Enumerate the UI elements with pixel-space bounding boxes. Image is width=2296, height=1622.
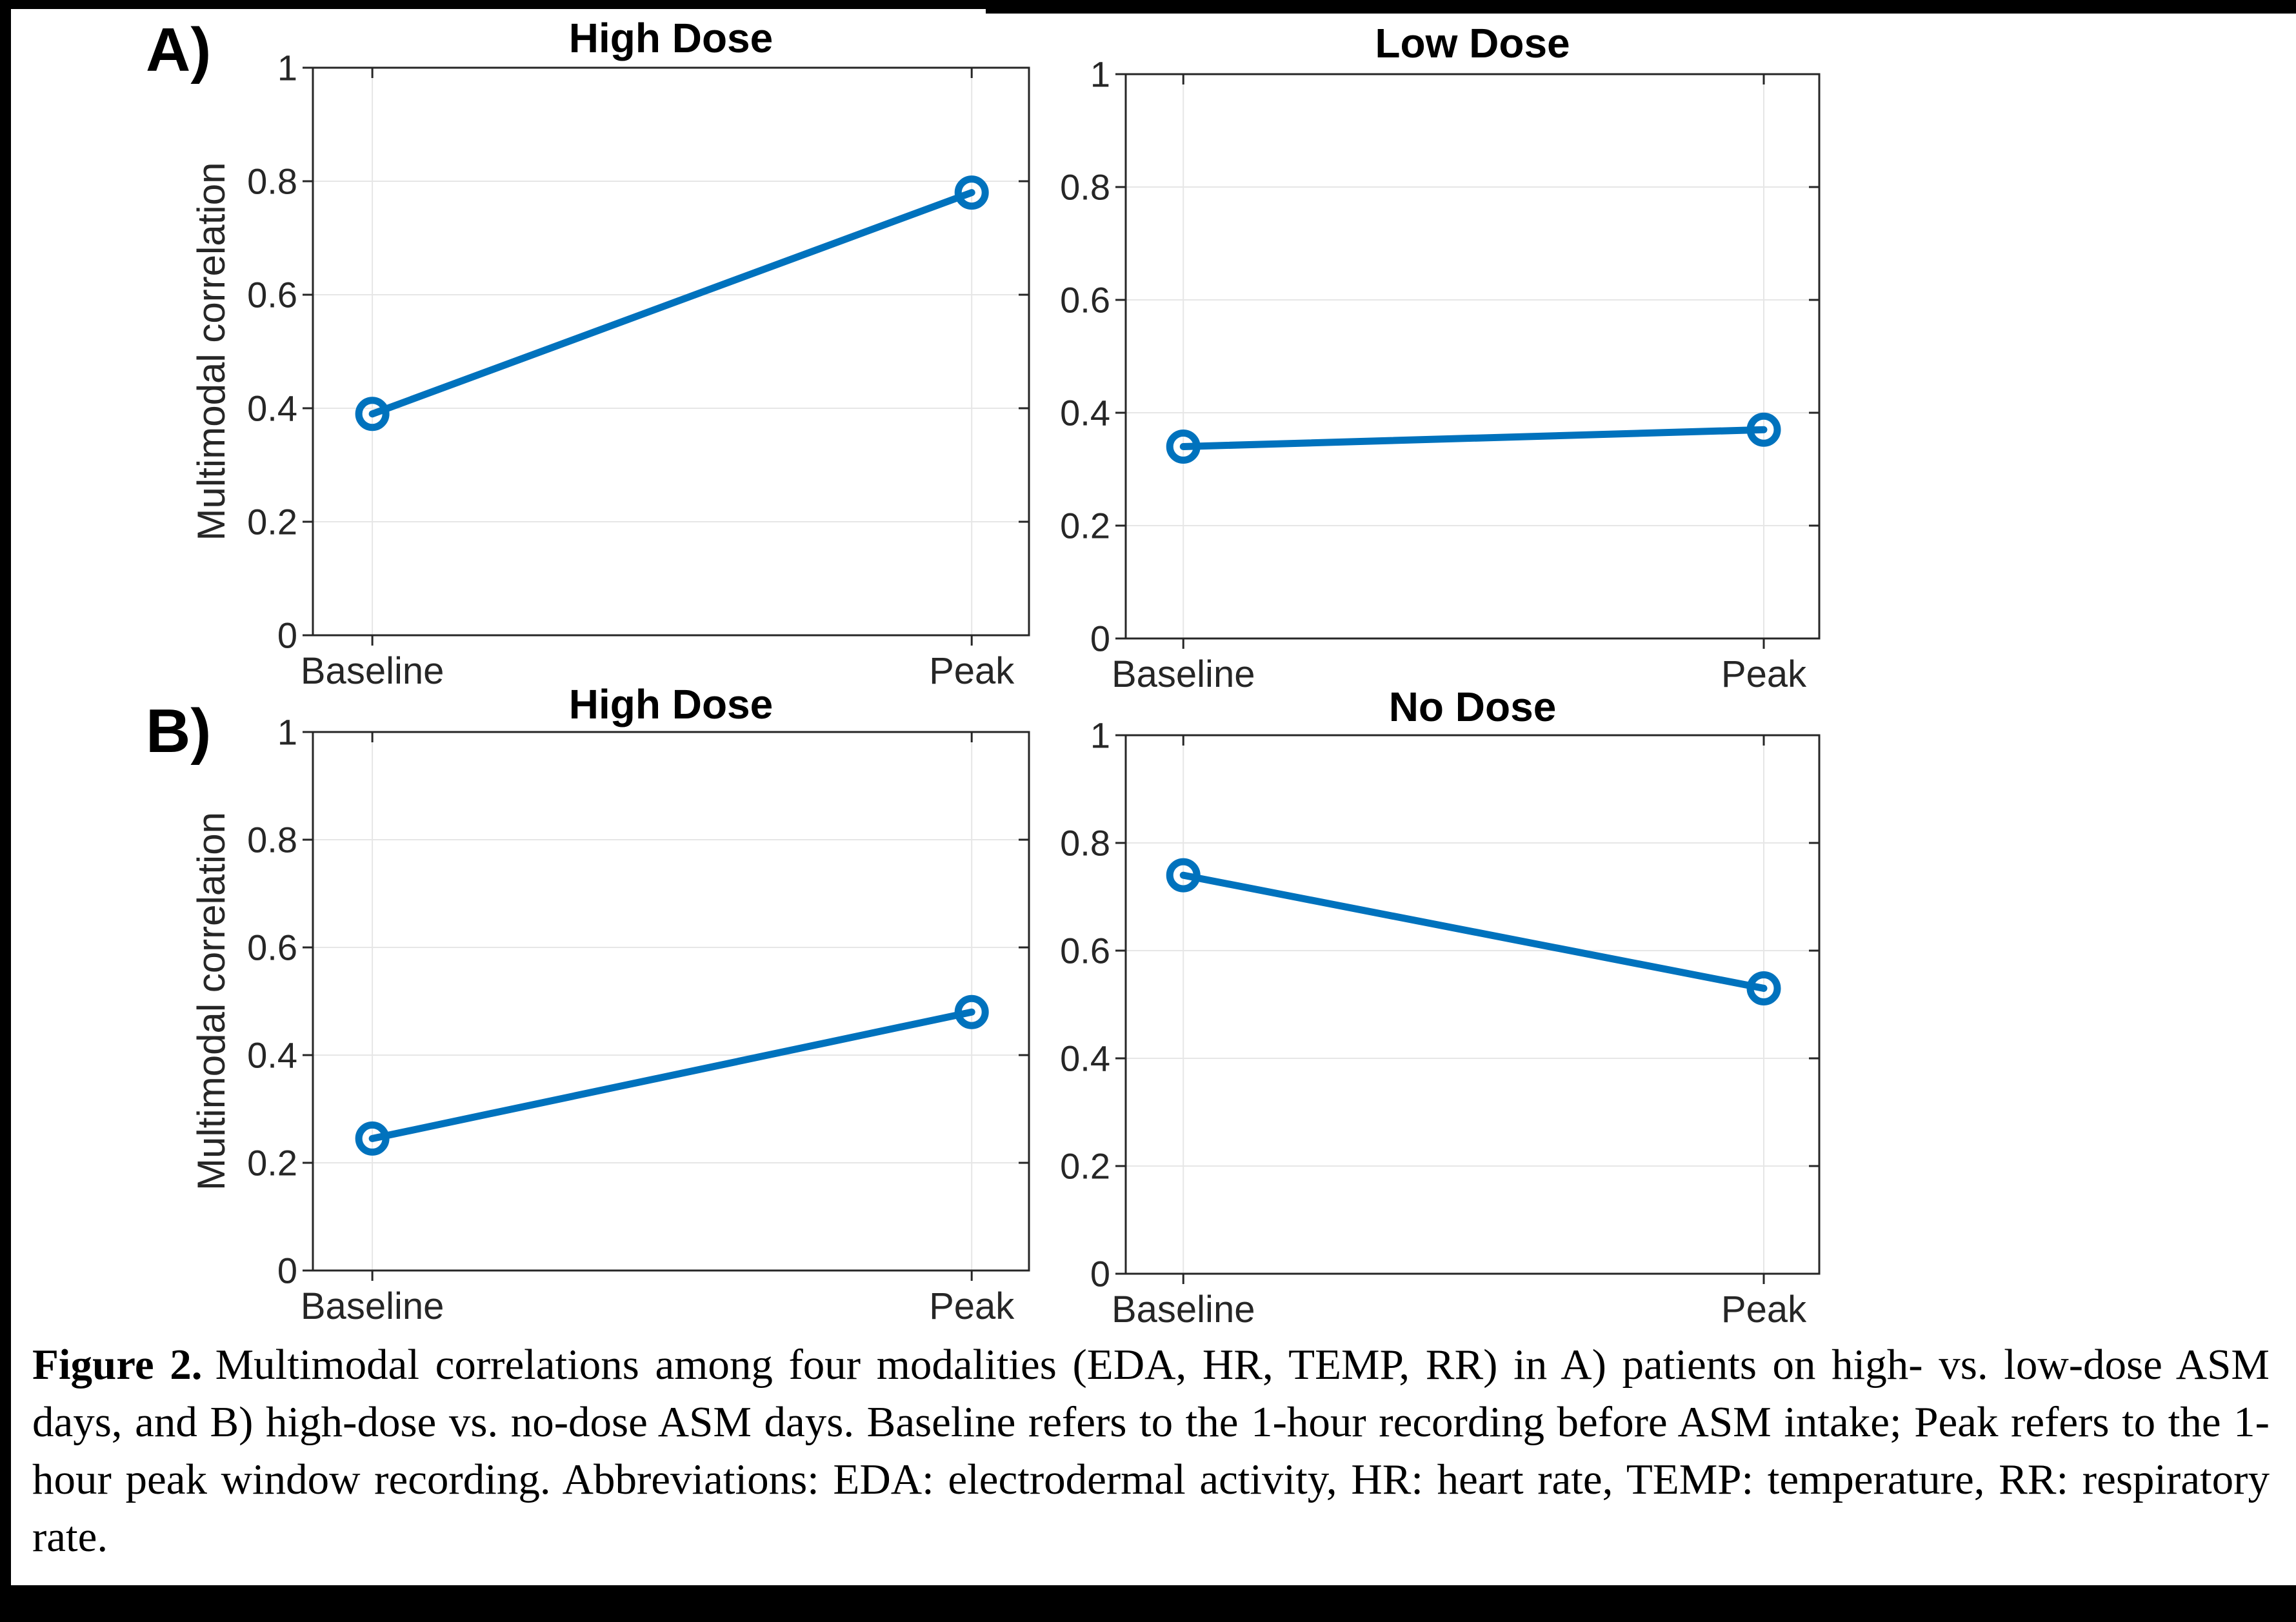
y-tick-label: 0.2 [247,1143,297,1183]
y-tick-label: 1 [1090,715,1110,756]
y-tick-label: 0 [277,1251,297,1291]
y-tick-label: 0.2 [1060,506,1110,546]
frame-bottom-bar [0,1585,2296,1622]
x-tick-label: Peak [929,650,1015,692]
data-line [368,1008,975,1142]
x-tick-label: Baseline [1112,1289,1255,1330]
y-tick-label: 0.4 [1060,393,1110,433]
chart-title: High Dose [569,681,773,727]
y-tick-label: 0 [1090,618,1110,659]
axes-box [1124,73,1821,640]
data-point-marker [954,175,989,210]
x-tick-label: Peak [1721,1289,1807,1330]
data-point-marker [355,397,390,431]
y-tick-label: 0.2 [247,502,297,542]
y-axis-label: Multimodal correlation [190,163,233,541]
chart-title: High Dose [569,15,773,61]
x-tick-label: Peak [1721,653,1807,695]
y-tick-label: 0.6 [1060,931,1110,971]
data-point-marker [954,994,989,1029]
chart-a-low-dose: 0 0.2 0.4 0.6 0.8 1 Baseline Peak Low Dose [1060,20,1821,695]
x-tick-label: Peak [929,1285,1015,1327]
x-tick-label: Baseline [301,1285,444,1327]
data-point-marker [1166,430,1201,464]
data-point-marker [355,1121,390,1156]
axes-box [312,66,1030,637]
panel-label-b: B) [146,697,212,766]
panel-label-a: A) [146,15,212,84]
y-tick-label: 0.4 [247,1035,297,1076]
y-tick-label: 0 [277,615,297,656]
frame-top-bar-right [986,0,2296,14]
chart-title: No Dose [1389,684,1557,730]
figure-caption-text: Multimodal correlations among four modal… [32,1341,2270,1561]
data-line [368,189,975,418]
x-tick-label: Baseline [301,650,444,692]
axes-box [1124,734,1821,1275]
y-tick-label: 1 [277,712,297,753]
figure-caption-label: Figure 2. [32,1341,203,1389]
y-tick-label: 0.4 [1060,1038,1110,1079]
figure-caption: Figure 2. Multimodal correlations among f… [32,1336,2270,1566]
data-point-marker [1746,412,1781,447]
y-tick-label: 0.8 [247,820,297,860]
chart-b-no-dose: 0 0.2 0.4 0.6 0.8 1 Baseline Peak No Dose [1060,684,1821,1330]
chart-b-high-dose: 0 0.2 0.4 0.6 0.8 1 Baseline Peak High Dose Multi… [190,681,1030,1327]
data-line [1179,871,1768,992]
y-tick-label: 1 [1090,54,1110,95]
y-tick-label: 0 [1090,1254,1110,1294]
y-axis-label: Multimodal correlation [190,812,233,1191]
data-line [1179,426,1768,450]
y-tick-label: 0.6 [1060,280,1110,321]
chart-a-high-dose: 0 0.2 0.4 0.6 0.8 1 Baseline Peak High Dose Multi… [190,15,1030,692]
y-tick-label: 0.8 [247,161,297,202]
y-tick-label: 1 [277,48,297,88]
x-tick-label: Baseline [1112,653,1255,695]
y-tick-label: 0.4 [247,388,297,429]
axes-box [312,731,1030,1272]
y-tick-label: 0.8 [1060,823,1110,864]
data-point-marker [1166,858,1201,893]
y-tick-label: 0.6 [247,927,297,968]
y-tick-label: 0.2 [1060,1146,1110,1187]
frame-top-bar-left [0,0,986,9]
data-point-marker [1746,971,1781,1005]
y-tick-label: 0.8 [1060,167,1110,208]
chart-title: Low Dose [1375,20,1570,66]
y-tick-label: 0.6 [247,275,297,315]
frame-left-bar [0,0,11,1585]
